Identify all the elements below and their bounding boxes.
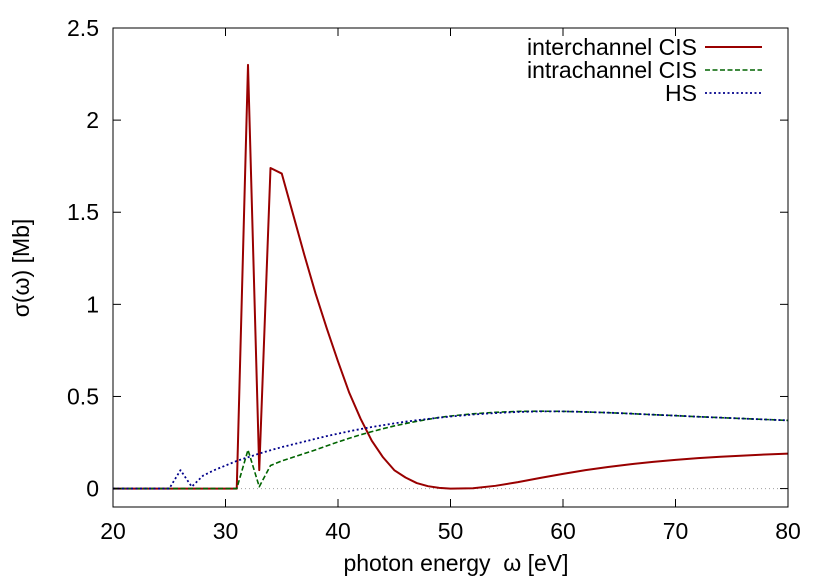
legend-label-interchannel-cis: interchannel CIS [527,34,697,60]
legend-label-hs: HS [665,80,697,106]
x-axis-label: photon energy ω [eV] [343,550,568,576]
x-tick-label: 30 [213,518,239,544]
series-line-hs [113,410,788,490]
plot-frame [112,27,789,508]
y-tick-label: 1.5 [67,199,99,225]
y-axis-label: σ(ω) [Mb] [8,219,34,318]
y-tick-label: 0.5 [67,383,99,409]
x-tick-label: 60 [550,518,576,544]
y-tick-label: 1 [86,291,99,317]
x-tick-label: 50 [438,518,464,544]
series-line-intrachannel-cis [113,410,788,490]
x-tick-label: 70 [663,518,689,544]
x-tick-label: 40 [325,518,351,544]
series-layer [113,63,788,490]
y-tick-label: 0 [86,476,99,502]
axis-ticks: 20 30 40 50 60 70 80 0 0.5 1 1.5 2 2.5 [67,15,801,544]
y-tick-label: 2 [86,107,99,133]
legend-label-intrachannel-cis: intrachannel CIS [527,57,697,83]
x-tick-label: 20 [100,518,126,544]
legend: interchannel CIS intrachannel CIS HS [527,34,762,106]
y-tick-label: 2.5 [67,15,99,41]
x-tick-label: 80 [775,518,801,544]
